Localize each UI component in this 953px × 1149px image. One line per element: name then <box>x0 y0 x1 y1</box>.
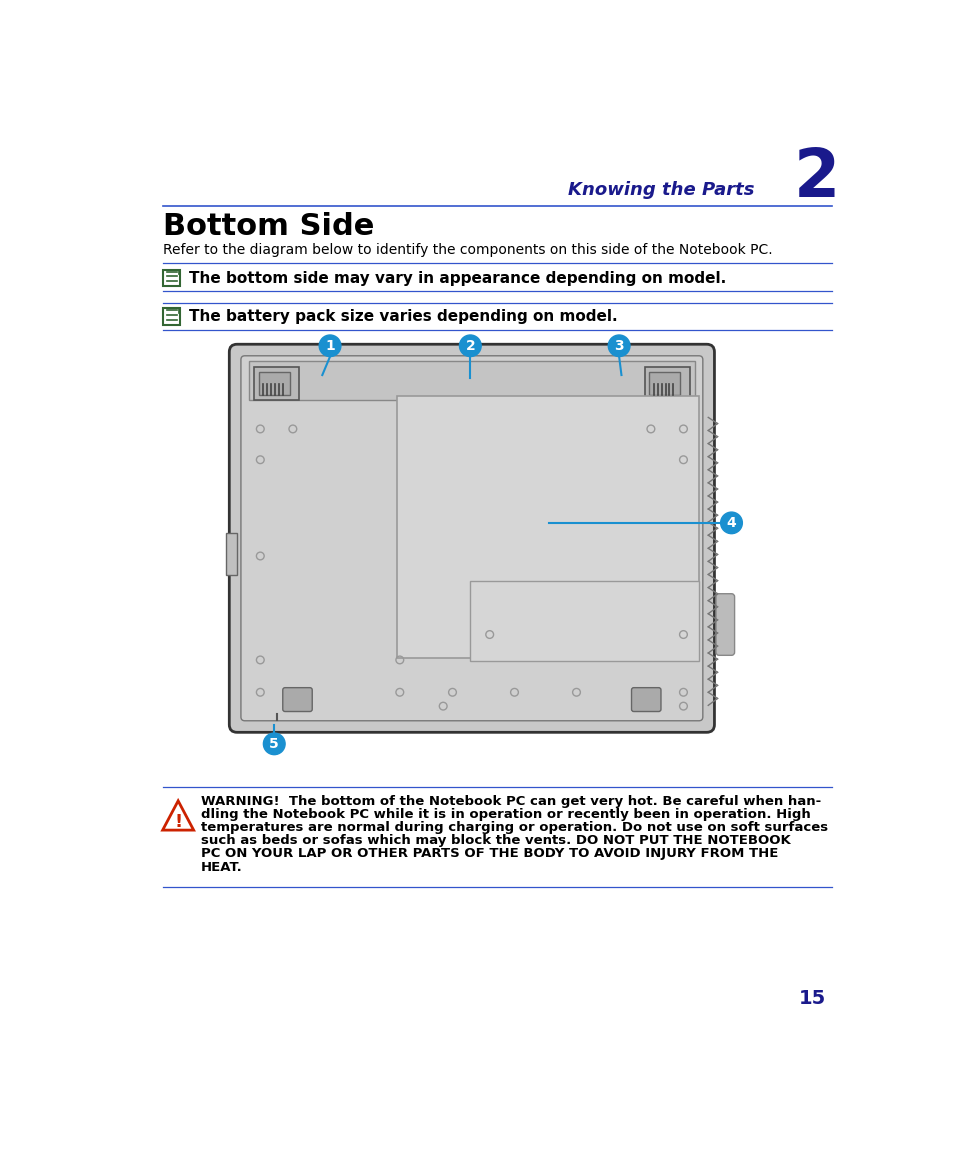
Bar <box>644 368 689 400</box>
Text: The battery pack size varies depending on model.: The battery pack size varies depending o… <box>189 309 617 324</box>
FancyBboxPatch shape <box>241 356 702 720</box>
Circle shape <box>459 336 480 356</box>
Bar <box>249 361 695 400</box>
Text: HEAT.: HEAT. <box>200 861 242 873</box>
Text: !: ! <box>173 812 182 831</box>
Text: temperatures are normal during charging or operation. Do not use on soft surface: temperatures are normal during charging … <box>200 822 827 834</box>
Text: The bottom side may vary in appearance depending on model.: The bottom side may vary in appearance d… <box>189 270 725 285</box>
Text: WARNING!  The bottom of the Notebook PC can get very hot. Be careful when han-: WARNING! The bottom of the Notebook PC c… <box>200 795 820 808</box>
Text: 3: 3 <box>614 339 623 353</box>
FancyBboxPatch shape <box>282 687 312 711</box>
Text: 2: 2 <box>793 145 839 211</box>
FancyBboxPatch shape <box>716 594 734 655</box>
Bar <box>396 395 699 657</box>
Text: dling the Notebook PC while it is in operation or recently been in operation. Hi: dling the Notebook PC while it is in ope… <box>200 808 809 822</box>
Text: 5: 5 <box>269 737 279 750</box>
Text: PC ON YOUR LAP OR OTHER PARTS OF THE BODY TO AVOID INJURY FROM THE: PC ON YOUR LAP OR OTHER PARTS OF THE BOD… <box>200 848 778 861</box>
Bar <box>258 372 290 395</box>
Text: Refer to the diagram below to identify the components on this side of the Notebo: Refer to the diagram below to identify t… <box>163 242 772 256</box>
Text: Bottom Side: Bottom Side <box>163 211 375 241</box>
Text: 15: 15 <box>799 989 825 1008</box>
FancyBboxPatch shape <box>631 687 660 711</box>
Circle shape <box>319 336 340 356</box>
Circle shape <box>608 336 629 356</box>
FancyBboxPatch shape <box>163 308 180 325</box>
Polygon shape <box>162 801 193 830</box>
Bar <box>649 372 679 395</box>
Text: Knowing the Parts: Knowing the Parts <box>568 182 754 199</box>
Circle shape <box>263 733 285 755</box>
Bar <box>253 368 298 400</box>
FancyBboxPatch shape <box>229 345 714 732</box>
Bar <box>226 533 236 576</box>
Text: such as beds or sofas which may block the vents. DO NOT PUT THE NOTEBOOK: such as beds or sofas which may block th… <box>200 834 789 848</box>
Bar <box>470 580 699 662</box>
FancyBboxPatch shape <box>163 270 180 286</box>
Circle shape <box>720 512 741 533</box>
Text: 4: 4 <box>726 516 736 530</box>
Text: 2: 2 <box>465 339 475 353</box>
Text: 1: 1 <box>325 339 335 353</box>
